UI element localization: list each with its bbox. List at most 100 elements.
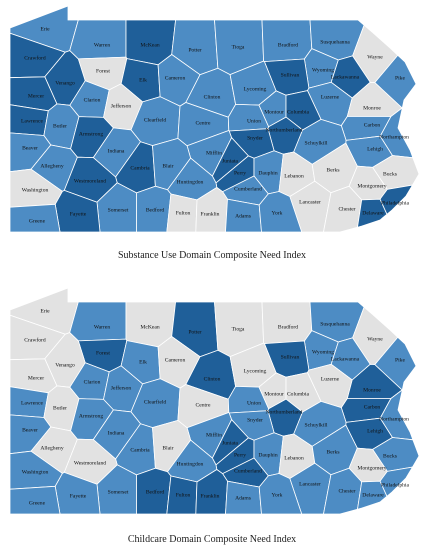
county-label: Westmoreland [74,178,106,184]
county-label: Clearfield [144,398,167,405]
county-label: Greene [29,500,46,506]
county-label: Crawford [24,336,46,343]
county-label: Union [247,400,261,406]
county-label: Lancaster [299,481,321,487]
county-label: Huntingdon [177,461,204,467]
county-label: Northumberland [266,127,303,133]
county-label: Carbon [364,122,381,128]
map: Erie Crawford Warren McKean Potter Tioga Bradf… [9,287,420,515]
county-label: Chester [338,206,355,212]
county-label: Dauphin [258,452,277,458]
county [9,485,61,515]
county-label: Washington [22,187,49,193]
county-label: Washington [22,469,49,475]
county-label: Lackawanna [331,74,360,80]
county-label: Lehigh [367,146,383,152]
county-label: Snyder [247,135,263,141]
county-label: Wayne [367,54,383,60]
county-label: Pike [395,357,405,363]
county [261,19,313,63]
county-label: Juniata [222,158,238,164]
county-label: Clarion [84,97,101,103]
county-label: Philadelphia [381,482,409,488]
county-label: Armstrong [79,131,103,137]
county-label: Tioga [232,326,245,332]
county-label: Luzerne [321,376,340,382]
county-label: Indiana [108,148,125,154]
county-label: Allegheny [40,163,64,169]
county-label: Cameron [165,75,186,81]
county [69,19,127,60]
county-label: Montour [264,109,284,115]
county-label: Potter [188,329,201,335]
county-label: Centre [196,402,211,408]
county-label: Monroe [363,387,381,393]
county-label: Clearfield [144,116,167,123]
county-label: Union [247,118,261,124]
county-label: Mifflin [206,149,222,156]
map: Erie Crawford Warren McKean Potter Tioga Bradf… [9,5,420,233]
county-label: Wyoming [312,67,334,73]
county [69,301,127,342]
county-label: Columbia [287,109,310,115]
county [357,480,388,510]
county-label: Delaware [362,492,384,498]
county-label: Wyoming [312,349,334,355]
county-label: Carbon [364,404,381,410]
county-label: Lycoming [244,368,267,374]
county-label: Chester [338,488,355,494]
county [258,191,303,233]
county-label: Crawford [24,54,46,61]
county-label: Indiana [108,430,125,436]
county-label: Susquehanna [320,321,350,327]
county-label: Somerset [108,207,129,213]
county-label: Sullivan [281,354,300,360]
county-label: Warren [94,324,111,330]
county [9,203,61,233]
county-label: Lawrence [21,118,44,124]
county-label: Erie [40,308,50,314]
county-label: Allegheny [40,445,64,451]
county-label: Bedford [146,206,165,213]
county-label: Lebanon [284,173,304,179]
county-label: Cambria [130,165,150,171]
county-label: Blair [162,163,173,169]
county-label: Lebanon [284,455,304,461]
county-label: York [272,210,283,216]
county-label: Forest [96,350,110,356]
county-label: Northampton [379,416,409,422]
county-label: Berks [326,167,339,173]
county-label: Fayette [70,493,87,499]
county-label: McKean [140,42,159,48]
county-label: Warren [94,42,111,48]
county-label: Northumberland [266,409,303,415]
county-label: Elk [139,359,147,365]
county-label: Franklin [201,493,220,499]
county-label: Montgomery [357,183,386,189]
county-label: Franklin [201,211,220,217]
county-label: Huntingdon [177,179,204,185]
county-label: Elk [139,77,147,83]
county-label: Mifflin [206,431,222,438]
county-label: Pike [395,75,405,81]
county-label: Erie [40,26,50,32]
map-caption: Childcare Domain Composite Need Index [128,534,296,545]
county-label: Schuylkill [305,140,328,146]
county-label: Monroe [363,105,381,111]
county-label: Bradford [278,41,298,48]
county-label: Beaver [22,145,38,151]
county-label: Potter [188,47,201,53]
county-label: Butler [53,123,67,129]
county-label: Beaver [22,427,38,433]
county-label: Cameron [165,357,186,363]
county-label: Blair [162,445,173,451]
county-label: Wayne [367,336,383,342]
county-label: Fulton [176,210,191,216]
county-label: Columbia [287,391,310,397]
county-label: Forest [96,68,110,74]
county-label: Snyder [247,417,263,423]
county-label: McKean [140,324,159,330]
county-label: Centre [196,120,211,126]
county-label: Dauphin [258,170,277,176]
